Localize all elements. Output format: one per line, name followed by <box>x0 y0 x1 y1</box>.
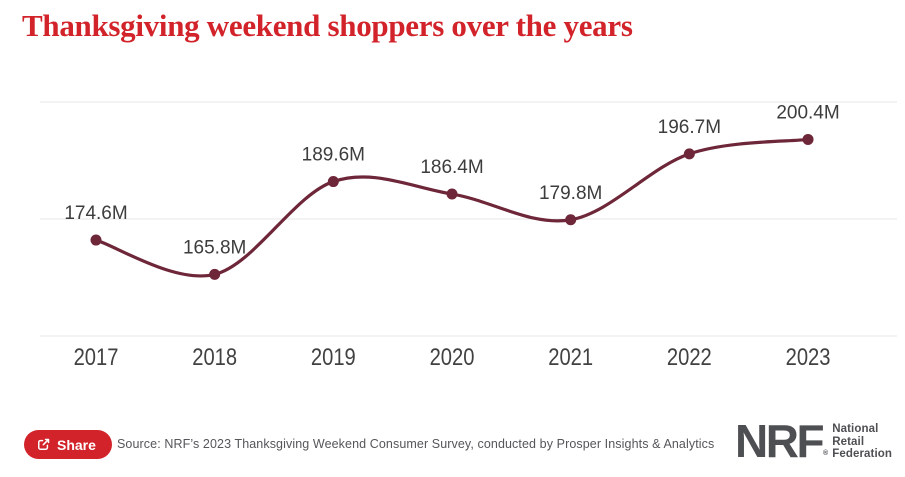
x-axis-label: 2020 <box>430 343 475 370</box>
data-label: 174.6M <box>64 203 127 224</box>
registered-mark-icon: ® <box>823 450 829 457</box>
x-axis-label: 2018 <box>192 343 237 370</box>
x-axis-label: 2021 <box>548 343 593 370</box>
data-label: 165.8M <box>183 237 246 258</box>
data-label: 186.4M <box>420 157 483 178</box>
nrf-logo-abbr: NRF <box>735 415 825 467</box>
data-label: 179.8M <box>539 183 602 204</box>
nrf-logo: NRF ® National Retail Federation <box>735 415 892 467</box>
data-point[interactable] <box>446 188 458 200</box>
data-point[interactable] <box>565 214 577 226</box>
logo-line: Retail <box>832 435 865 448</box>
x-axis-label: 2017 <box>74 343 119 370</box>
logo-line: Federation <box>832 448 893 460</box>
source-text: Source: NRF’s 2023 Thanksgiving Weekend … <box>117 437 715 451</box>
nrf-logo-text: National Retail Federation <box>832 421 892 461</box>
data-label: 189.6M <box>302 145 365 166</box>
share-button[interactable]: Share <box>24 430 112 459</box>
data-label: 200.4M <box>776 102 839 123</box>
data-point[interactable] <box>802 133 814 145</box>
share-button-label: Share <box>57 436 96 453</box>
data-point[interactable] <box>327 176 339 188</box>
x-axis-label: 2023 <box>786 343 831 370</box>
page-title: Thanksgiving weekend shoppers over the y… <box>22 8 633 43</box>
data-point[interactable] <box>209 268 221 280</box>
logo-line: National <box>832 423 879 435</box>
share-icon <box>38 438 50 450</box>
data-point[interactable] <box>90 234 102 246</box>
data-point[interactable] <box>683 148 695 160</box>
data-label: 196.7M <box>658 117 721 138</box>
x-axis-label: 2022 <box>667 343 712 370</box>
x-axis-label: 2019 <box>311 343 356 370</box>
